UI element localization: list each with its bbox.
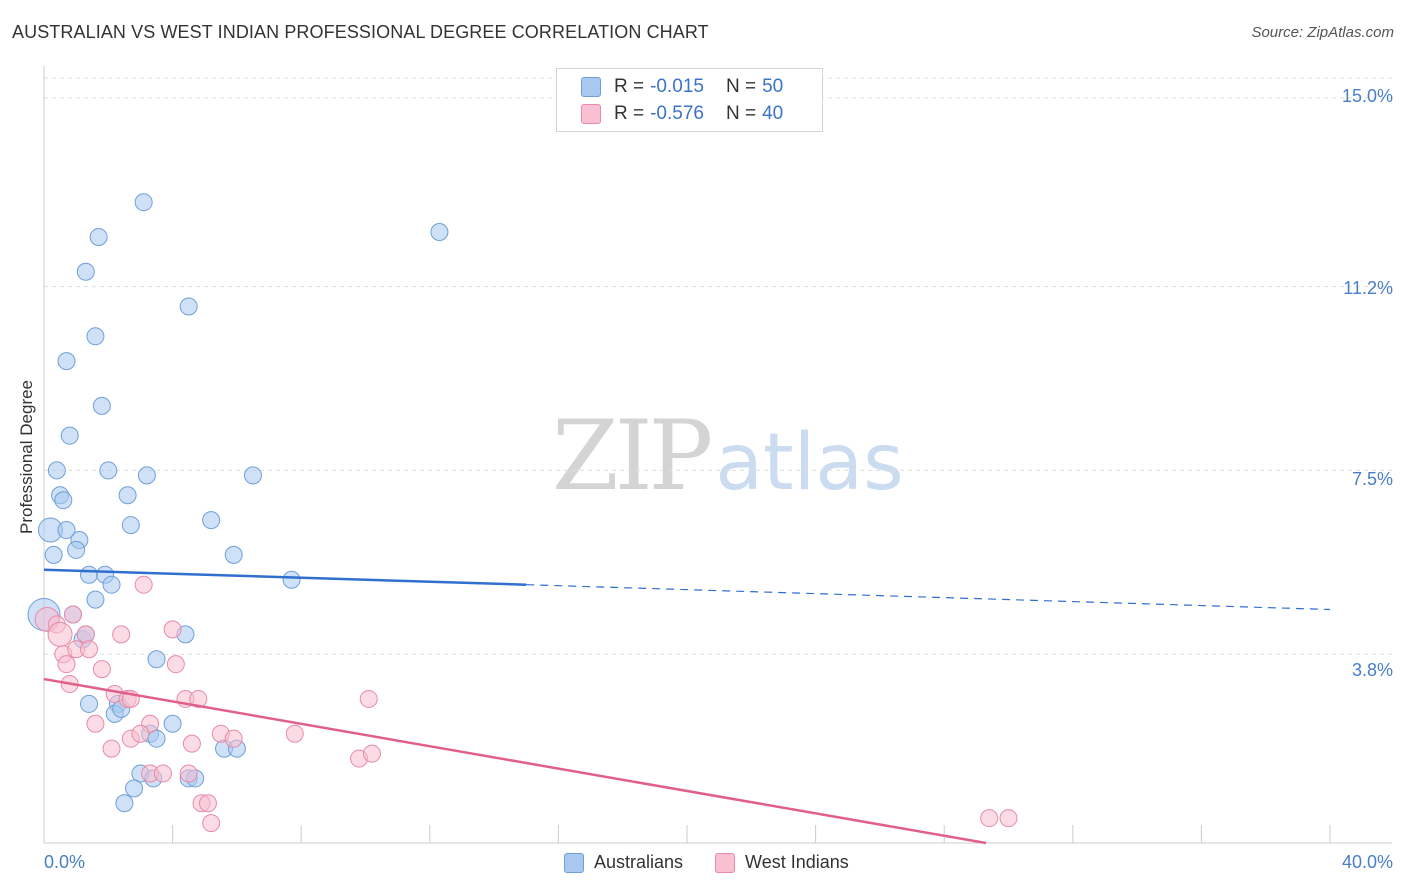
west-indians-point (57, 655, 76, 674)
west-indians-point (131, 724, 150, 743)
australians-swatch (564, 852, 584, 873)
west-indians-trend-line (43, 677, 987, 845)
west-indians-point (224, 729, 243, 748)
west-indians-point (189, 689, 208, 708)
australians-point (115, 794, 134, 813)
australians-point (202, 511, 221, 530)
australians-point (121, 516, 140, 535)
x-tick-label: 40.0% (1341, 852, 1393, 872)
australians-point (47, 461, 66, 480)
x-tick-label: 0.0% (44, 852, 86, 872)
australians-point (99, 461, 118, 480)
australians-point (57, 521, 76, 540)
west-indians-point (76, 625, 95, 644)
west-indians-point (999, 809, 1018, 828)
australians-point (80, 694, 99, 713)
y-tick-label: 15.0% (1341, 86, 1393, 106)
y-tick-label: 3.8% (1351, 660, 1393, 680)
watermark-atlas: atlas (715, 418, 904, 508)
west-indians-point (153, 764, 172, 783)
australians-point (243, 466, 262, 485)
west-indians-point (198, 794, 217, 813)
australians-point (163, 714, 182, 733)
australians-point (147, 729, 166, 748)
west-indians-point (112, 625, 131, 644)
r-label: R = (614, 76, 645, 97)
australians-point (118, 486, 137, 505)
west-indians-swatch (715, 852, 736, 873)
west-indians-point (980, 809, 999, 828)
r-value: -0.576 (650, 103, 704, 124)
australians-point (76, 262, 95, 281)
west-indians-point (179, 764, 198, 783)
n-label: N = (725, 76, 757, 97)
legend-row-west-indians: R = -0.576 N = 40 (581, 102, 783, 126)
n-value: 40 (762, 103, 784, 124)
trend-layer (43, 568, 1331, 845)
australians-point (86, 327, 105, 346)
y-tick-label: 11.2% (1343, 278, 1393, 298)
legend-label: Australians (594, 852, 684, 872)
west-indians-point (102, 739, 121, 758)
r-label: R = (614, 103, 645, 124)
west-indians-point (134, 575, 153, 594)
stats-legend: R = -0.015 N = 50 R = -0.576 N = 40 (556, 68, 823, 132)
axis-layer (43, 66, 1392, 844)
west-indians-point (182, 734, 201, 753)
australians-point (54, 491, 73, 510)
west-indians-swatch (581, 104, 601, 124)
australians-point (67, 540, 86, 559)
australians-point (147, 650, 166, 669)
australians-point (137, 466, 156, 485)
legend-row-australians: R = -0.015 N = 50 (581, 75, 783, 99)
australians-trend-line-extension (526, 584, 1331, 611)
points-layer (27, 193, 1018, 833)
australians-point (282, 570, 301, 589)
australians-point (224, 545, 243, 564)
y-axis-title: Professional Degree (17, 379, 36, 535)
r-value: -0.015 (650, 76, 704, 97)
west-indians-point (285, 724, 304, 743)
series-legend: Australians West Indians (564, 852, 881, 873)
australians-point (57, 352, 76, 371)
west-indians-point (86, 714, 105, 733)
australians-point (179, 297, 198, 316)
australians-point (134, 193, 153, 212)
west-indians-point (166, 655, 185, 674)
chart-title: AUSTRALIAN VS WEST INDIAN PROFESSIONAL D… (12, 22, 709, 42)
australians-point (89, 227, 108, 246)
watermark: ZIPatlas (552, 400, 904, 512)
australians-trend-line (43, 568, 527, 586)
australians-point (430, 222, 449, 241)
source-label: Source: ZipAtlas.com (1251, 24, 1394, 41)
legend-label: West Indians (745, 852, 849, 872)
australians-point (44, 545, 63, 564)
watermark-zip: ZIP (552, 400, 713, 512)
australians-point (102, 575, 121, 594)
west-indians-point (80, 640, 99, 659)
west-indians-point (359, 689, 378, 708)
grid-layer (44, 77, 1392, 655)
australians-point (60, 426, 79, 445)
australians-point (125, 779, 144, 798)
west-indians-point (63, 605, 82, 624)
west-indians-point (47, 621, 73, 647)
n-label: N = (725, 103, 757, 124)
legend-item-australians[interactable]: Australians (564, 852, 683, 873)
west-indians-point (92, 660, 111, 679)
y-tick-label: 7.5% (1351, 469, 1393, 489)
legend-item-west-indians[interactable]: West Indians (715, 852, 849, 873)
australians-point (86, 590, 105, 609)
n-value: 50 (762, 76, 784, 97)
west-indians-point (202, 814, 221, 833)
australians-point (92, 396, 111, 415)
australians-swatch (581, 77, 601, 97)
australians-point (80, 565, 99, 584)
west-indians-point (362, 744, 381, 763)
west-indians-point (163, 620, 182, 639)
